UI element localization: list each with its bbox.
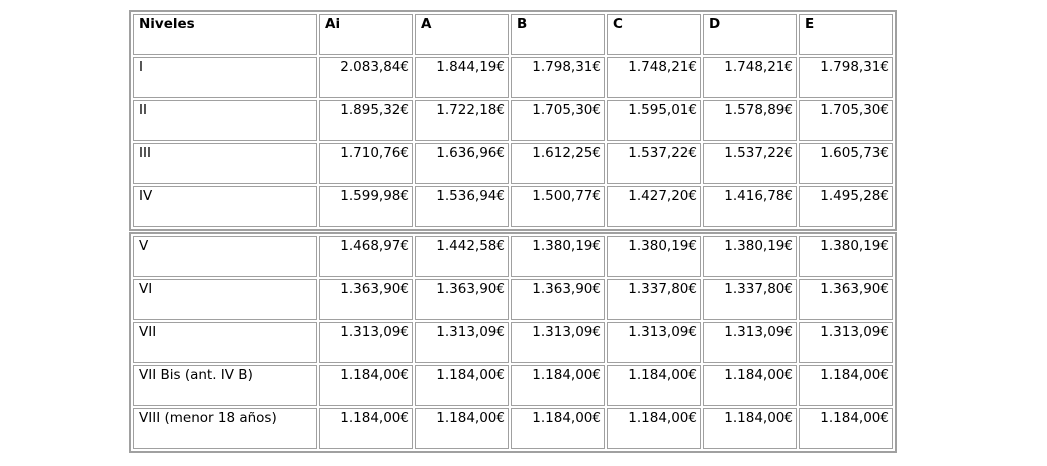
value-cell: 1.184,00€ [607, 365, 701, 406]
level-cell: II [133, 100, 317, 141]
value-cell: 1.313,09€ [319, 322, 413, 363]
value-cell: 1.895,32€ [319, 100, 413, 141]
column-header-b: B [511, 14, 605, 55]
value-cell: 1.313,09€ [607, 322, 701, 363]
level-cell: VII [133, 322, 317, 363]
column-header-a: A [415, 14, 509, 55]
value-cell: 1.363,90€ [799, 279, 893, 320]
value-cell: 2.083,84€ [319, 57, 413, 98]
value-cell: 1.380,19€ [799, 236, 893, 277]
value-cell: 1.184,00€ [319, 408, 413, 449]
value-cell: 1.184,00€ [703, 365, 797, 406]
salary-levels-table-container: Niveles Ai A B C D E I 2.083,84€ 1.844,19€… [129, 10, 897, 453]
column-header-d: D [703, 14, 797, 55]
value-cell: 1.313,09€ [703, 322, 797, 363]
value-cell: 1.798,31€ [799, 57, 893, 98]
table-row: II 1.895,32€ 1.722,18€ 1.705,30€ 1.595,01€ 1.… [133, 100, 893, 141]
value-cell: 1.537,22€ [703, 143, 797, 184]
table-body-lower: V 1.468,97€ 1.442,58€ 1.380,19€ 1.380,19€ 1.3… [133, 236, 893, 449]
value-cell: 1.380,19€ [607, 236, 701, 277]
value-cell: 1.427,20€ [607, 186, 701, 227]
value-cell: 1.798,31€ [511, 57, 605, 98]
value-cell: 1.595,01€ [607, 100, 701, 141]
value-cell: 1.416,78€ [703, 186, 797, 227]
value-cell: 1.442,58€ [415, 236, 509, 277]
value-cell: 1.184,00€ [799, 408, 893, 449]
table-row: IV 1.599,98€ 1.536,94€ 1.500,77€ 1.427,20€ 1.… [133, 186, 893, 227]
value-cell: 1.636,96€ [415, 143, 509, 184]
value-cell: 1.184,00€ [511, 408, 605, 449]
value-cell: 1.184,00€ [799, 365, 893, 406]
value-cell: 1.184,00€ [415, 408, 509, 449]
column-header-ai: Ai [319, 14, 413, 55]
header-row: Niveles Ai A B C D E [133, 14, 893, 55]
value-cell: 1.184,00€ [703, 408, 797, 449]
table-body-upper: I 2.083,84€ 1.844,19€ 1.798,31€ 1.748,21€ 1.7… [133, 57, 893, 227]
value-cell: 1.313,09€ [511, 322, 605, 363]
value-cell: 1.500,77€ [511, 186, 605, 227]
value-cell: 1.710,76€ [319, 143, 413, 184]
value-cell: 1.536,94€ [415, 186, 509, 227]
table-row: VI 1.363,90€ 1.363,90€ 1.363,90€ 1.337,80€ 1.… [133, 279, 893, 320]
level-cell: III [133, 143, 317, 184]
column-header-e: E [799, 14, 893, 55]
table-row: VII Bis (ant. IV B) 1.184,00€ 1.184,00€ 1.1… [133, 365, 893, 406]
salary-table-upper: Niveles Ai A B C D E I 2.083,84€ 1.844,19€… [129, 10, 897, 231]
value-cell: 1.605,73€ [799, 143, 893, 184]
value-cell: 1.380,19€ [703, 236, 797, 277]
value-cell: 1.313,09€ [415, 322, 509, 363]
level-cell: V [133, 236, 317, 277]
value-cell: 1.380,19€ [511, 236, 605, 277]
value-cell: 1.705,30€ [511, 100, 605, 141]
value-cell: 1.313,09€ [799, 322, 893, 363]
value-cell: 1.184,00€ [415, 365, 509, 406]
value-cell: 1.184,00€ [607, 408, 701, 449]
table-row: V 1.468,97€ 1.442,58€ 1.380,19€ 1.380,19€ 1.3… [133, 236, 893, 277]
value-cell: 1.612,25€ [511, 143, 605, 184]
value-cell: 1.184,00€ [511, 365, 605, 406]
value-cell: 1.363,90€ [511, 279, 605, 320]
value-cell: 1.705,30€ [799, 100, 893, 141]
table-row: I 2.083,84€ 1.844,19€ 1.798,31€ 1.748,21€ 1.7… [133, 57, 893, 98]
value-cell: 1.578,89€ [703, 100, 797, 141]
column-header-niveles: Niveles [133, 14, 317, 55]
value-cell: 1.537,22€ [607, 143, 701, 184]
value-cell: 1.363,90€ [415, 279, 509, 320]
table-row: VIII (menor 18 años) 1.184,00€ 1.184,00€ 1.… [133, 408, 893, 449]
value-cell: 1.495,28€ [799, 186, 893, 227]
level-cell: VIII (menor 18 años) [133, 408, 317, 449]
salary-table-lower: V 1.468,97€ 1.442,58€ 1.380,19€ 1.380,19€ 1.3… [129, 232, 897, 453]
level-cell: I [133, 57, 317, 98]
level-cell: VII Bis (ant. IV B) [133, 365, 317, 406]
value-cell: 1.748,21€ [607, 57, 701, 98]
column-header-c: C [607, 14, 701, 55]
table-row: III 1.710,76€ 1.636,96€ 1.612,25€ 1.537,22€ 1… [133, 143, 893, 184]
value-cell: 1.599,98€ [319, 186, 413, 227]
value-cell: 1.337,80€ [703, 279, 797, 320]
value-cell: 1.748,21€ [703, 57, 797, 98]
table-row: VII 1.313,09€ 1.313,09€ 1.313,09€ 1.313,09€ 1… [133, 322, 893, 363]
value-cell: 1.337,80€ [607, 279, 701, 320]
value-cell: 1.468,97€ [319, 236, 413, 277]
value-cell: 1.363,90€ [319, 279, 413, 320]
value-cell: 1.722,18€ [415, 100, 509, 141]
value-cell: 1.184,00€ [319, 365, 413, 406]
level-cell: IV [133, 186, 317, 227]
value-cell: 1.844,19€ [415, 57, 509, 98]
level-cell: VI [133, 279, 317, 320]
